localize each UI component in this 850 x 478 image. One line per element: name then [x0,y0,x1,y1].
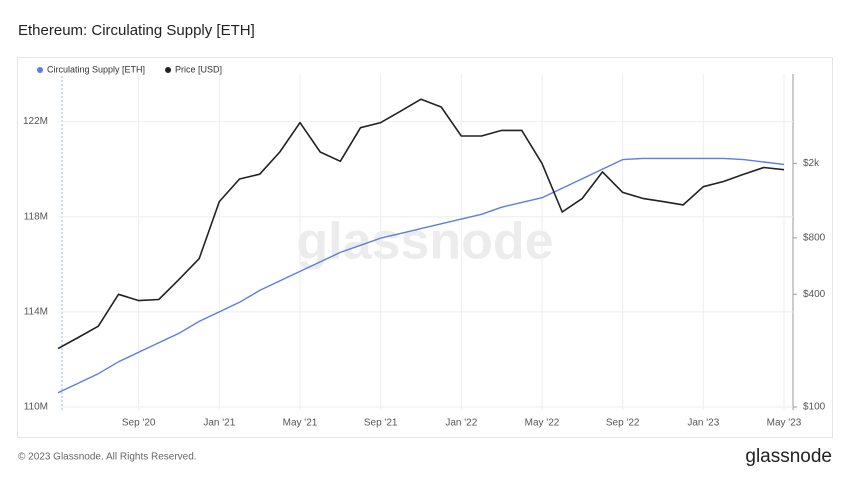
y-tick-label: 118M [24,211,48,222]
legend-label: Price [USD] [175,64,222,74]
y-tick-label: 110M [24,402,48,413]
watermark: glassnode [296,213,553,271]
x-tick-label: Jan '21 [203,418,235,429]
series-line [57,157,785,394]
x-tick-label: Sep '21 [364,418,398,429]
x-tick-label: Sep '20 [122,418,156,429]
x-tick-label: May '22 [525,418,560,429]
legend-marker [165,67,172,73]
x-tick-label: May '23 [767,418,802,429]
x-tick-label: May '21 [283,418,318,429]
footer: © 2023 Glassnode. All Rights Reserved. [18,452,197,463]
y-tick-label: 122M [23,116,48,127]
x-tick-label: Sep '22 [606,418,640,429]
y2-tick-label: $100 [803,402,826,413]
y2-tick-label: $400 [803,289,826,300]
x-tick-label: Jan '23 [687,418,719,429]
logo: glassnode [745,446,832,467]
legend-label: Circulating Supply [ETH] [47,64,145,74]
series-line [57,98,785,350]
chart-panel [17,57,833,438]
y2-tick-label: $800 [803,233,826,244]
x-tick-label: Jan '22 [445,418,477,429]
y2-tick-label: $2k [803,158,820,169]
legend-marker [37,67,43,73]
chart-title: Ethereum: Circulating Supply [ETH] [18,22,255,39]
y-tick-label: 114M [24,306,48,317]
